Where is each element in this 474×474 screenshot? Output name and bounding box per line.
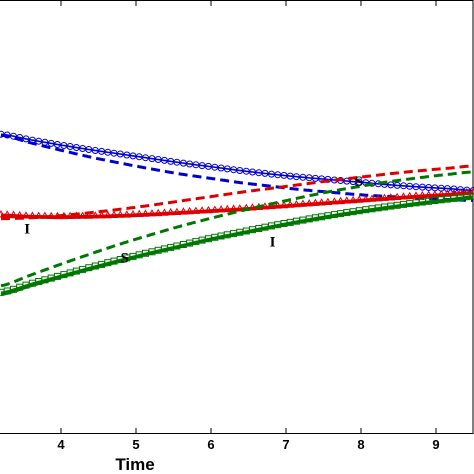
series-1-marker bbox=[142, 154, 149, 162]
series-4-marker bbox=[456, 188, 465, 196]
series-4-marker bbox=[128, 209, 138, 218]
series-4-marker bbox=[323, 197, 333, 205]
series-4-marker bbox=[122, 210, 131, 218]
x-tick-label: 5 bbox=[132, 437, 139, 452]
series-4-marker bbox=[34, 211, 43, 219]
series-1-marker bbox=[443, 185, 451, 193]
annotations: I S I S bbox=[24, 174, 363, 267]
series-4-marker bbox=[405, 191, 414, 200]
series-4-marker bbox=[109, 210, 119, 218]
series-4-marker bbox=[9, 210, 18, 218]
series-4-marker bbox=[393, 192, 402, 200]
series-4-marker bbox=[0, 209, 6, 218]
series-4-marker bbox=[179, 207, 188, 215]
series-4-marker bbox=[141, 209, 150, 217]
x-tick-label: 8 bbox=[357, 437, 364, 452]
series-1-marker bbox=[22, 135, 30, 143]
series-4-marker bbox=[330, 197, 339, 205]
series-4-marker bbox=[336, 196, 345, 205]
series-4-marker bbox=[103, 210, 112, 219]
series-4-marker bbox=[216, 205, 226, 213]
series-4-marker bbox=[355, 195, 364, 203]
series-4-marker bbox=[305, 199, 314, 207]
series-4-marker bbox=[367, 194, 377, 202]
annotation-S: S bbox=[355, 174, 363, 190]
series-1-marker bbox=[450, 185, 458, 193]
series-1-marker bbox=[292, 173, 300, 181]
series-4-marker bbox=[78, 211, 87, 219]
x-axis: 4 5 6 7 8 9 bbox=[57, 1, 440, 452]
series-4-marker bbox=[116, 210, 125, 218]
series-1-marker bbox=[173, 158, 181, 166]
series-4-marker bbox=[3, 210, 12, 218]
series-4-marker bbox=[135, 209, 144, 217]
annotation-I: I bbox=[270, 235, 276, 251]
series-4-marker bbox=[348, 195, 358, 204]
series-4-marker bbox=[210, 205, 219, 213]
series-4-marker bbox=[386, 193, 395, 201]
series-4-marker bbox=[418, 190, 427, 199]
series-4-marker bbox=[469, 187, 474, 195]
series-4-marker bbox=[84, 211, 93, 219]
series-4-marker bbox=[462, 187, 471, 196]
series-4-marker bbox=[204, 205, 213, 214]
x-tick-label: 4 bbox=[57, 437, 65, 452]
series-2-dashed-line bbox=[0, 133, 474, 202]
series-4-marker bbox=[424, 190, 433, 198]
series-4-marker bbox=[248, 203, 257, 211]
series-4-marker bbox=[298, 199, 308, 207]
x-tick-label: 7 bbox=[282, 437, 289, 452]
series-4-marker bbox=[342, 196, 351, 204]
series-4-marker bbox=[292, 199, 301, 208]
series-1-marker bbox=[53, 141, 61, 148]
series-4-marker bbox=[160, 208, 169, 216]
series-4-marker bbox=[91, 211, 100, 219]
series-4-marker bbox=[361, 194, 370, 203]
series-4-marker bbox=[185, 206, 194, 215]
x-axis-title: Time bbox=[115, 455, 154, 474]
series-4-marker bbox=[154, 208, 163, 217]
series-4-marker bbox=[21, 211, 31, 219]
series-4-marker bbox=[273, 201, 282, 209]
x-tick-label: 9 bbox=[432, 437, 439, 452]
series-layer bbox=[0, 130, 474, 296]
series-8-solid-line bbox=[0, 195, 474, 296]
series-4-marker bbox=[279, 200, 289, 209]
series-4-marker bbox=[191, 206, 201, 214]
series-6-dashed-line bbox=[0, 170, 474, 288]
series-4-marker bbox=[380, 193, 389, 201]
series-1-marker bbox=[85, 146, 93, 153]
annotation-S: S bbox=[121, 251, 129, 267]
series-5-dashed-line bbox=[0, 164, 474, 221]
annotation-I: I bbox=[24, 222, 30, 238]
series-4-marker bbox=[97, 211, 106, 219]
plot-frame bbox=[0, 0, 474, 434]
series-1-circle-markers bbox=[0, 130, 474, 194]
series-1-marker bbox=[261, 169, 269, 177]
series-1-marker bbox=[236, 167, 244, 174]
series-4-marker bbox=[223, 204, 232, 213]
series-4-marker bbox=[172, 207, 182, 215]
series-1-marker bbox=[116, 150, 124, 158]
series-4-marker bbox=[399, 192, 408, 200]
series-4-marker bbox=[197, 206, 207, 214]
series-4-marker bbox=[235, 204, 244, 212]
series-4-marker bbox=[286, 200, 295, 208]
series-4-marker bbox=[147, 209, 157, 217]
series-4-marker bbox=[317, 198, 326, 206]
x-tick-label: 6 bbox=[207, 437, 214, 452]
series-4-triangle-markers bbox=[0, 187, 474, 220]
series-4-marker bbox=[311, 198, 320, 206]
series-4-marker bbox=[374, 194, 383, 202]
series-4-marker bbox=[411, 191, 421, 199]
series-4-marker bbox=[166, 207, 175, 216]
